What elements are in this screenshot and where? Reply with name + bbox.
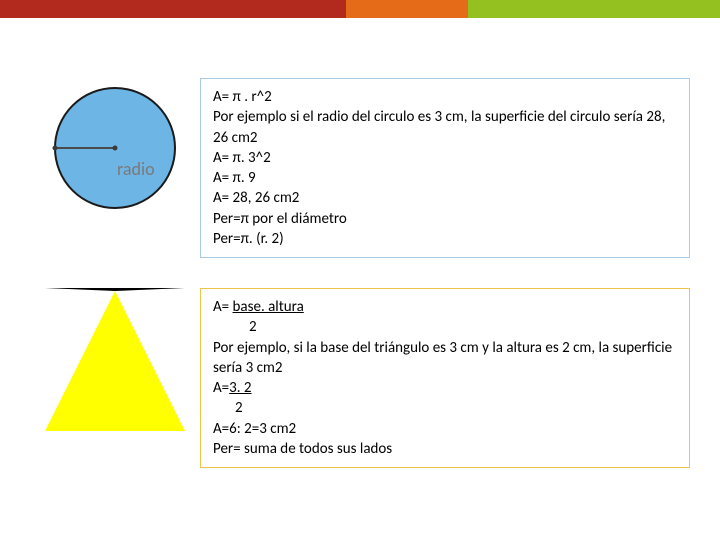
- circle-line-3: A= π. 3^2: [213, 148, 677, 168]
- triangle-l1a: A=: [213, 298, 233, 316]
- circle-line-7: Per=π. (r. 2): [213, 229, 677, 249]
- bar-segment-2: [346, 0, 468, 18]
- circle-line-1: A= π . r^2: [213, 87, 677, 107]
- slide-content: radio A= π . r^2 Por ejemplo si el radio…: [0, 18, 720, 518]
- triangle-line-3: Por ejemplo, si la base del triángulo es…: [213, 338, 677, 379]
- circle-svg: [45, 78, 185, 218]
- triangle-line-5: 2: [213, 398, 677, 418]
- bar-segment-3: [468, 0, 720, 18]
- bar-segment-1: [0, 0, 346, 18]
- triangle-line-1: A= base. altura: [213, 297, 677, 317]
- circle-line-6: Per=π por el diámetro: [213, 209, 677, 229]
- circle-line-5: A= 28, 26 cm2: [213, 188, 677, 208]
- top-accent-bar: [0, 0, 720, 18]
- triangle-l4a: A=: [213, 379, 229, 397]
- circle-row: radio A= π . r^2 Por ejemplo si el radio…: [30, 78, 690, 258]
- circle-line-2: Por ejemplo si el radio del circulo es 3…: [213, 107, 677, 148]
- radius-label: radio: [117, 158, 155, 180]
- circle-shape-col: radio: [30, 78, 200, 218]
- triangle-line-7: Per= suma de todos sus lados: [213, 439, 677, 459]
- circle-diagram: radio: [45, 78, 185, 218]
- triangle-l1b: base. altura: [233, 298, 304, 316]
- triangle-formula-box: A= base. altura 2 Por ejemplo, si la bas…: [200, 288, 690, 468]
- circle-line-4: A= π. 9: [213, 168, 677, 188]
- triangle-row: A= base. altura 2 Por ejemplo, si la bas…: [30, 288, 690, 468]
- circle-formula-box: A= π . r^2 Por ejemplo si el radio del c…: [200, 78, 690, 258]
- triangle-shape-col: [30, 288, 200, 431]
- triangle-shape: [45, 288, 185, 431]
- triangle-l4b: 3. 2: [229, 379, 251, 397]
- triangle-line-6: A=6: 2=3 cm2: [213, 419, 677, 439]
- triangle-line-2: 2: [213, 317, 677, 337]
- triangle-line-4: A=3. 2: [213, 378, 677, 398]
